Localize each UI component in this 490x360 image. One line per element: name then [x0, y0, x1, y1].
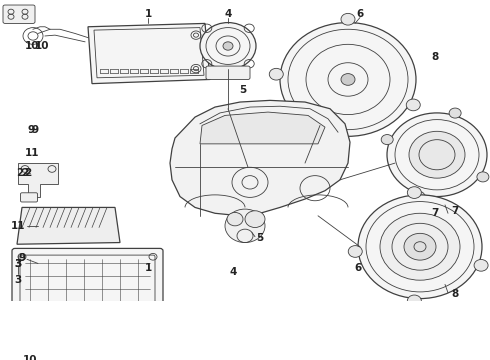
FancyBboxPatch shape [3, 5, 35, 23]
FancyBboxPatch shape [206, 66, 250, 80]
Polygon shape [18, 163, 58, 197]
Circle shape [358, 195, 482, 298]
Polygon shape [17, 207, 120, 244]
Circle shape [387, 113, 487, 197]
Circle shape [380, 213, 460, 280]
Text: 11: 11 [25, 148, 39, 158]
Circle shape [245, 211, 265, 228]
Text: 9: 9 [31, 125, 39, 135]
Circle shape [409, 131, 465, 178]
Text: 3: 3 [14, 259, 22, 269]
Circle shape [413, 192, 425, 201]
Text: 3: 3 [14, 275, 22, 285]
Circle shape [381, 135, 393, 145]
Text: 6: 6 [354, 263, 362, 273]
Text: 10: 10 [25, 41, 39, 51]
Circle shape [449, 108, 461, 118]
Text: 4: 4 [224, 9, 232, 19]
Circle shape [407, 295, 421, 307]
Text: 8: 8 [451, 289, 459, 300]
Text: 11: 11 [11, 221, 25, 231]
FancyBboxPatch shape [15, 349, 171, 360]
Circle shape [474, 260, 488, 271]
Text: 2: 2 [16, 168, 24, 178]
Text: 1: 1 [145, 263, 151, 273]
Text: 7: 7 [451, 206, 459, 216]
Circle shape [407, 187, 421, 198]
Circle shape [477, 172, 489, 182]
Circle shape [341, 73, 355, 85]
Circle shape [227, 212, 243, 226]
Polygon shape [170, 100, 350, 216]
Circle shape [348, 246, 362, 257]
Text: 5: 5 [240, 85, 246, 95]
Circle shape [404, 233, 436, 260]
Text: 6: 6 [356, 9, 364, 19]
Text: 3: 3 [14, 259, 22, 269]
FancyBboxPatch shape [12, 248, 163, 350]
Circle shape [341, 13, 355, 25]
Text: 10: 10 [23, 355, 37, 360]
FancyBboxPatch shape [21, 193, 38, 202]
Text: 9: 9 [19, 253, 25, 262]
Circle shape [225, 209, 265, 243]
Circle shape [406, 99, 420, 111]
Polygon shape [200, 112, 325, 144]
Polygon shape [88, 23, 210, 84]
Text: 8: 8 [431, 52, 439, 62]
Text: 5: 5 [256, 233, 264, 243]
Text: 9: 9 [28, 125, 35, 135]
Circle shape [280, 23, 416, 136]
Circle shape [270, 68, 283, 80]
Text: 2: 2 [21, 168, 28, 178]
Text: 7: 7 [431, 208, 439, 218]
Text: 1: 1 [145, 9, 151, 19]
Circle shape [223, 42, 233, 50]
Circle shape [200, 23, 256, 69]
Text: 2: 2 [24, 168, 32, 178]
Text: 4: 4 [229, 267, 237, 277]
Text: 10: 10 [35, 41, 49, 51]
Circle shape [335, 134, 349, 145]
